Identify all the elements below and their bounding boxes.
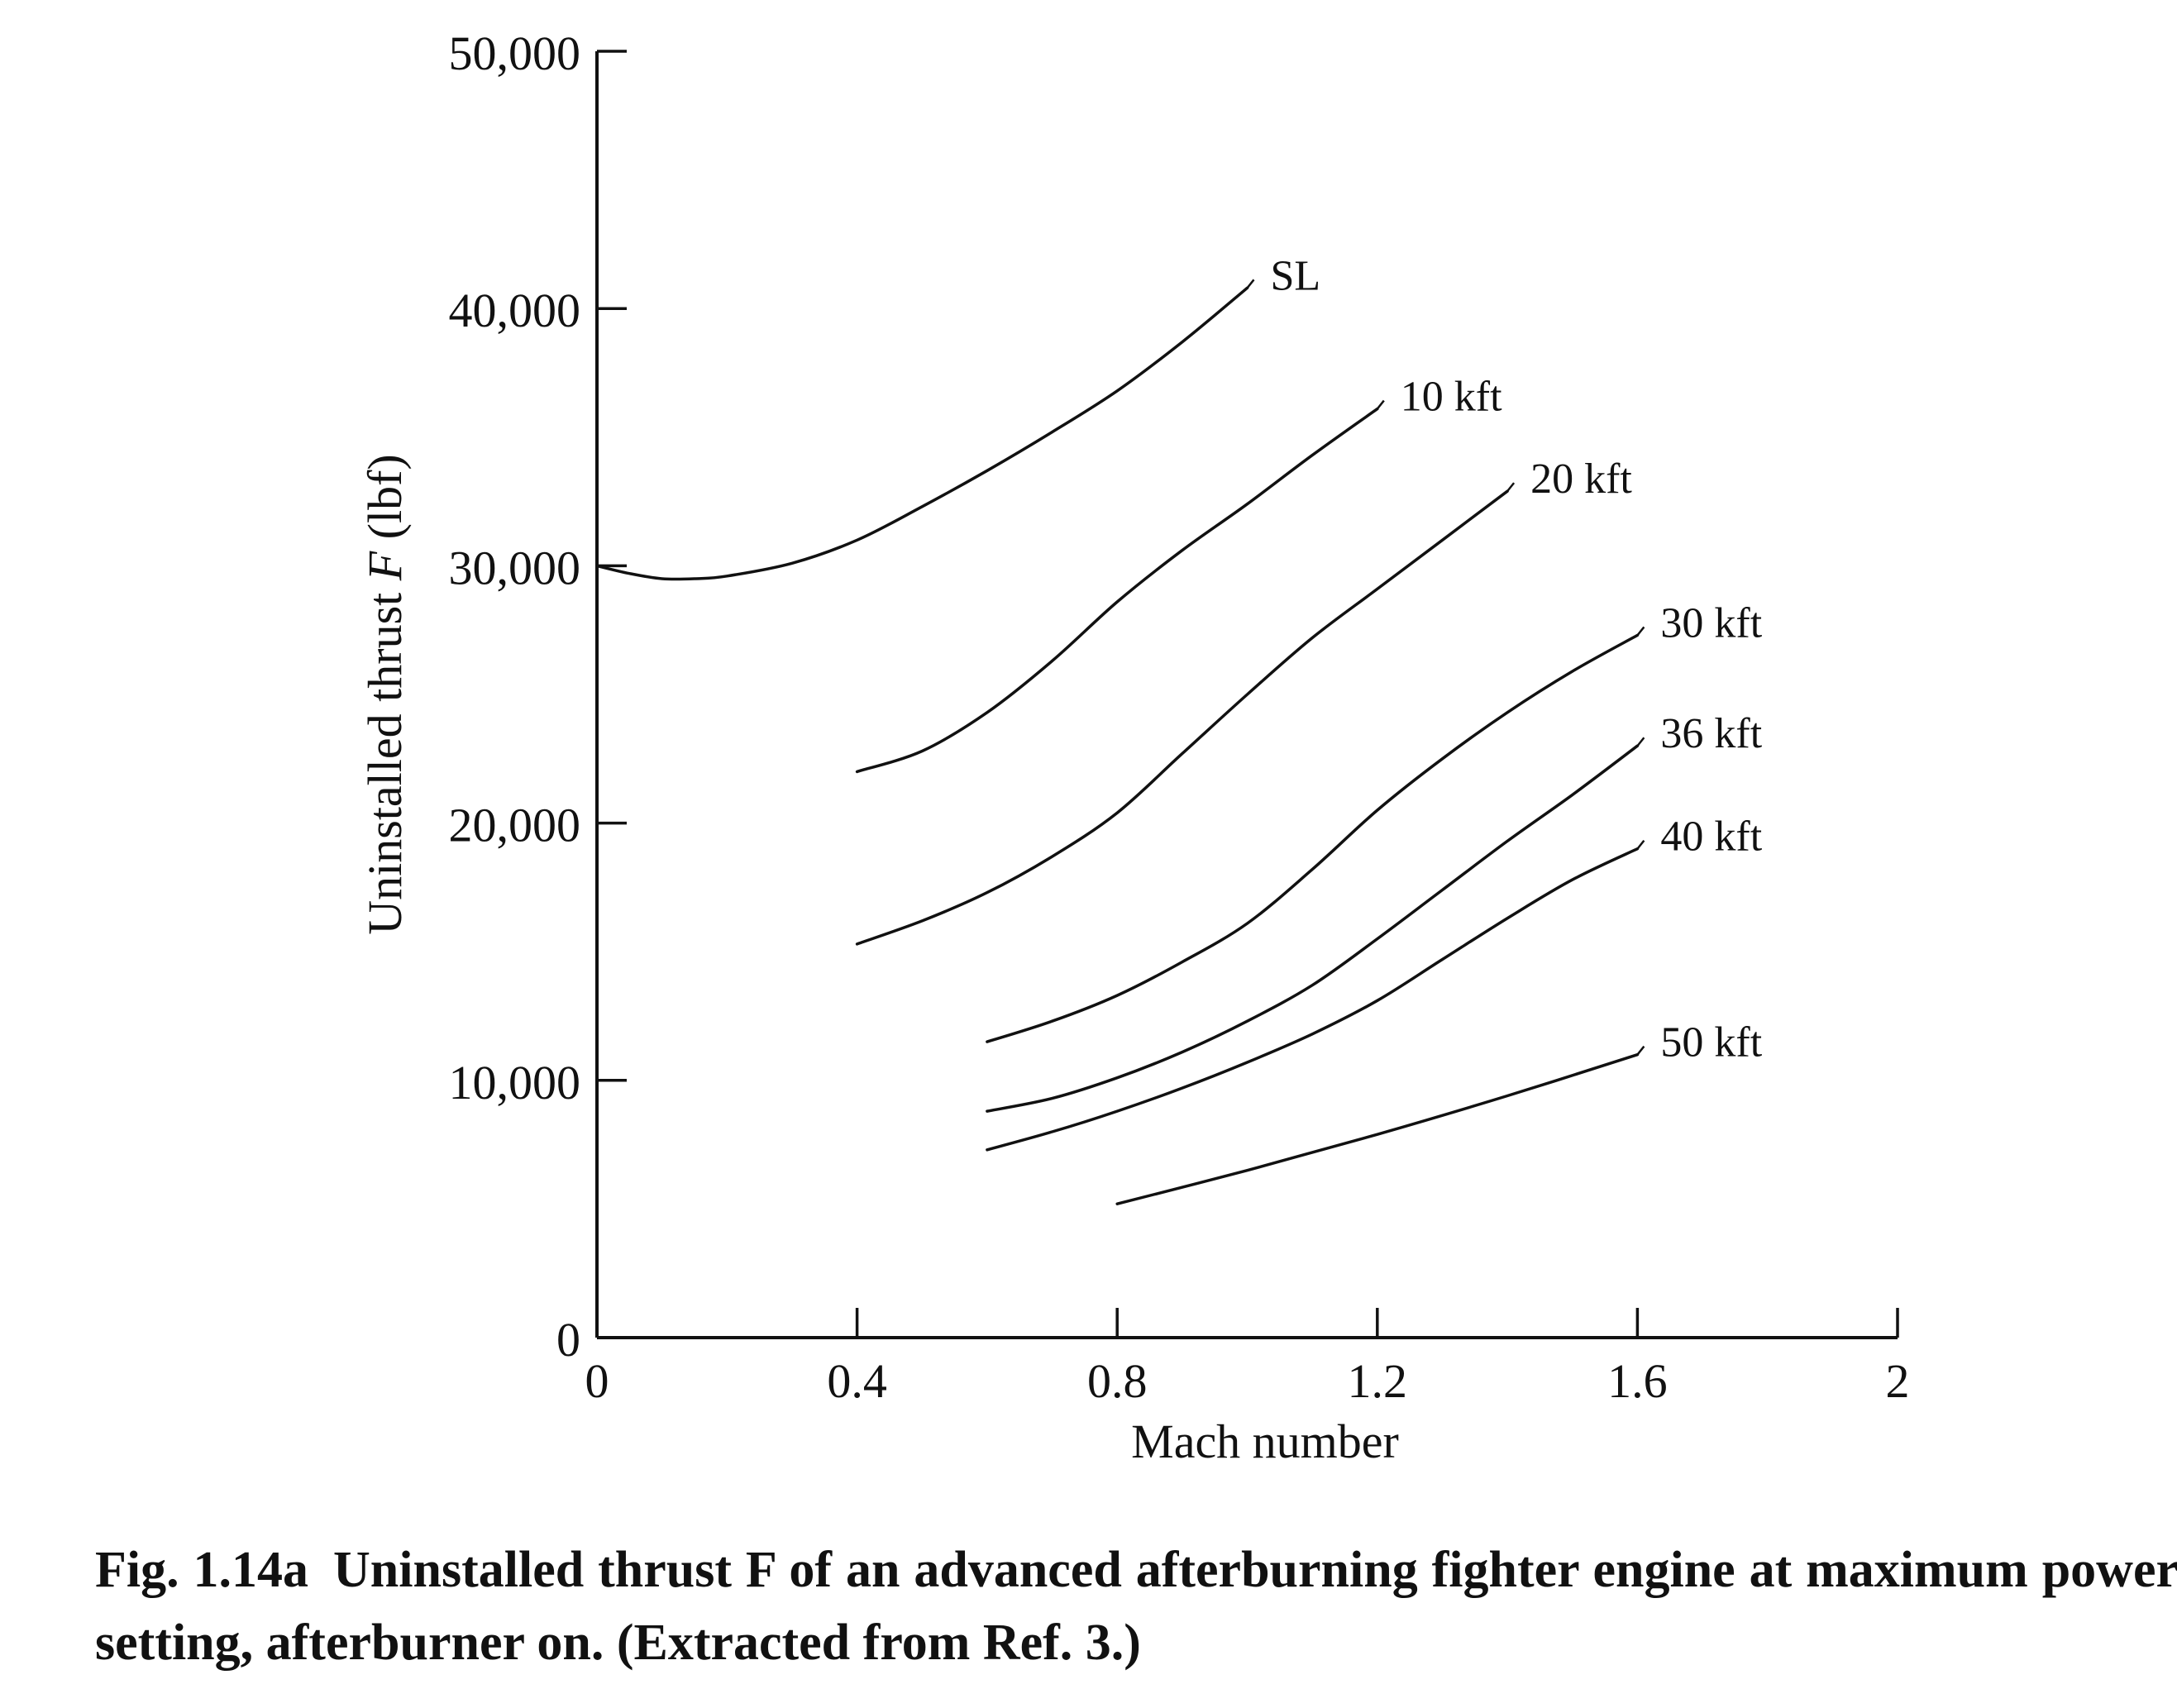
series-leader-10-kft <box>1376 399 1385 410</box>
axes <box>595 51 1898 1339</box>
x-tick-label: 1.6 <box>1607 1354 1668 1408</box>
series-label-40-kft: 40 kft <box>1660 813 1762 861</box>
y-axis-title-symbol: F <box>358 551 412 581</box>
y-tick-label: 30,000 <box>449 541 581 594</box>
series-leader-50-kft <box>1636 1045 1645 1056</box>
y-axis-title-unit: (lbf) <box>358 454 412 551</box>
series-label-10-kft: 10 kft <box>1401 374 1502 421</box>
series-leader-36-kft <box>1636 737 1645 747</box>
y-axis-title-main: Uninstalled thrust <box>358 580 412 935</box>
series-line-10-kft <box>855 407 1379 774</box>
figure-number: Fig. 1.14a <box>95 1542 309 1598</box>
caption-text: Uninstalled thrust F of an advanced afte… <box>95 1542 2177 1671</box>
series-leader-30-kft <box>1636 626 1645 637</box>
series-label-30-kft: 30 kft <box>1660 599 1762 646</box>
series-labels: SL 10 kft 20 kft 30 kft 36 kft 40 kft 50 kft <box>1246 252 1763 1066</box>
y-ticks: 0 10,000 20,000 30,000 40,000 50,000 <box>449 26 627 1367</box>
y-tick-label: 50,000 <box>449 26 581 80</box>
series-line-20-kft <box>855 489 1509 946</box>
x-tick-label: 0.8 <box>1087 1354 1148 1408</box>
series-leader-20-kft <box>1506 482 1516 492</box>
x-axis-title: Mach number <box>1131 1415 1399 1468</box>
y-tick-label: 0 <box>556 1313 580 1367</box>
x-tick-label: 0 <box>585 1354 609 1408</box>
x-ticks: 0 0.4 0.8 1.2 1.6 2 <box>585 1308 1910 1408</box>
series-line-50-kft <box>1115 1052 1640 1205</box>
thrust-chart: 0 10,000 20,000 30,000 40,000 50,000 0 0.4 0.8 1… <box>358 26 1910 1468</box>
series-line-40-kft <box>986 847 1640 1152</box>
series-label-sl: SL <box>1271 252 1321 299</box>
series-line-sl <box>595 286 1249 581</box>
series-curves <box>595 286 1640 1205</box>
series-label-36-kft: 36 kft <box>1660 710 1762 757</box>
x-tick-label: 0.4 <box>827 1354 887 1408</box>
series-label-20-kft: 20 kft <box>1530 456 1632 503</box>
series-leader-40-kft <box>1636 839 1645 850</box>
y-axis-title: Uninstalled thrust F (lbf) <box>358 454 412 935</box>
y-tick-label: 40,000 <box>449 284 581 337</box>
x-tick-label: 1.2 <box>1348 1354 1408 1408</box>
y-tick-label: 10,000 <box>449 1056 581 1109</box>
series-leader-sl <box>1246 279 1255 289</box>
series-line-36-kft <box>986 744 1640 1113</box>
series-label-50-kft: 50 kft <box>1660 1019 1762 1066</box>
figure-caption: Fig. 1.14a Uninstalled thrust F of an adv… <box>95 1534 2177 1679</box>
y-tick-label: 20,000 <box>449 799 581 852</box>
series-line-30-kft <box>986 633 1640 1043</box>
x-tick-label: 2 <box>1886 1354 1910 1408</box>
